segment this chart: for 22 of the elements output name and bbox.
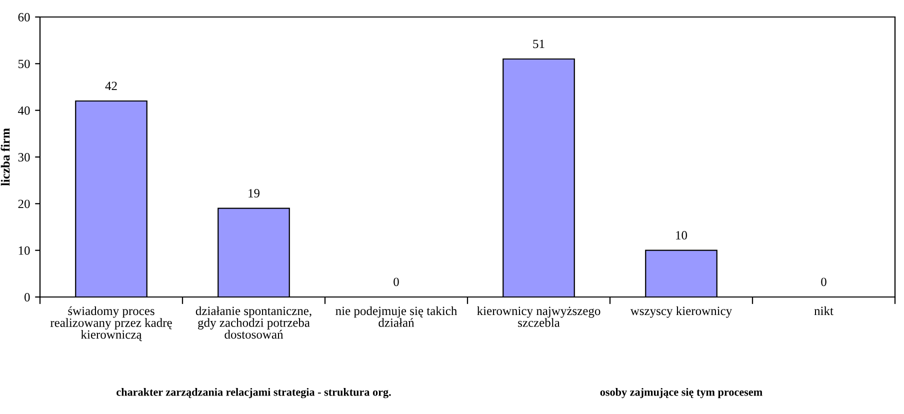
y-axis-title: liczba firm [0, 128, 10, 186]
y-tick-label: 30 [18, 153, 30, 162]
x-tick-label: działanie spontaniczne, gdy zachodzi potrzeba dostosowań [196, 306, 312, 339]
text: charakter zarządzania relacjami strategia - struktura org. [116, 388, 391, 398]
x-tick-label: świadomy proces realizowany przez kadrę kierowniczą [50, 306, 172, 342]
data-label: 10 [676, 231, 688, 240]
y-tick-label: 10 [18, 246, 30, 255]
data-label: 0 [821, 278, 826, 286]
y-tick-label: 60 [18, 13, 30, 22]
data-label: 51 [533, 40, 544, 48]
data-label: 42 [105, 82, 117, 90]
y-tick-label: 40 [18, 106, 30, 115]
x-tick-label: nie podejmuje się takich działań [336, 306, 458, 327]
x-tick-label: kierownicy najwyższego szczebla [477, 306, 600, 327]
y-tick-label: 50 [18, 60, 30, 68]
x-tick-label: nikt [814, 306, 834, 316]
x-tick-label: wszyscy kierownicy [630, 306, 732, 318]
y-tick-label: 0 [24, 293, 30, 302]
data-label: 0 [394, 278, 399, 286]
data-label: 19 [248, 189, 260, 198]
y-tick-label: 20 [18, 200, 30, 208]
text: osoby zajmujące się tym procesem [600, 388, 762, 398]
